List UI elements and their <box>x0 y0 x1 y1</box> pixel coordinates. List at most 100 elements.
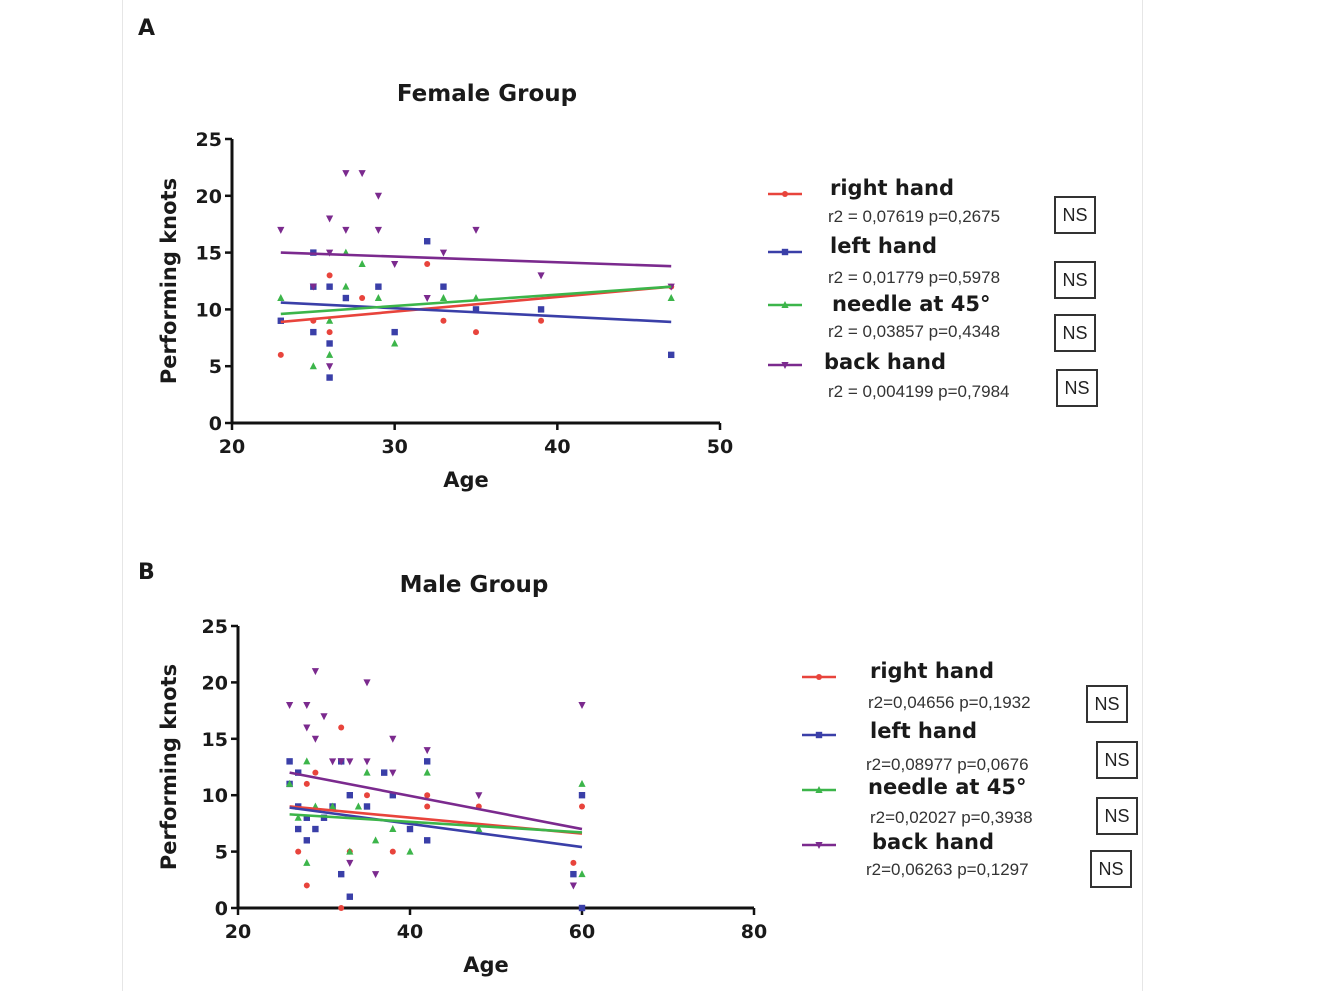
male-y-tick-label: 5 <box>215 842 228 864</box>
male-right_hand-point <box>338 905 344 911</box>
legend-b-back-hand-stat: r2=0,06263 p=0,1297 <box>866 860 1029 880</box>
male-left_hand-point <box>295 826 301 832</box>
male-back_hand-point <box>329 758 336 765</box>
male-needle_45-point <box>578 870 585 877</box>
male-needle_45-point <box>389 825 396 832</box>
legend-a-back-hand-stat: r2 = 0,004199 p=0,7984 <box>828 382 1010 402</box>
male-left_hand-point <box>570 871 576 877</box>
legend-a-left-hand-ns-badge: NS <box>1054 261 1096 299</box>
female-right_hand-point <box>473 329 479 335</box>
female-needle_45-point <box>359 260 366 267</box>
female-left_hand-point <box>424 238 430 244</box>
male-back_hand-point <box>475 792 482 799</box>
male-back_hand-point <box>303 725 310 732</box>
male-y-tick-label: 25 <box>202 616 228 638</box>
male-left_hand-point <box>304 837 310 843</box>
male-left_hand-point <box>338 871 344 877</box>
female-left_hand-point <box>310 329 316 335</box>
male-right_hand-point <box>304 882 310 888</box>
male-back_hand-point <box>578 702 585 709</box>
legend-b-back-hand-ns-badge: NS <box>1090 850 1132 888</box>
female-chart-title: Female Group <box>397 81 577 107</box>
legend-a-needle-ns-badge: NS <box>1054 314 1096 352</box>
male-back_hand-point <box>286 702 293 709</box>
male-y-axis-label: Performing knots <box>157 664 181 870</box>
male-back_hand-point <box>312 736 319 743</box>
male-legend-left_hand-swatch-marker <box>816 732 822 738</box>
female-right_hand-point <box>359 295 365 301</box>
male-right_hand-point <box>424 792 430 798</box>
male-y-tick-label: 20 <box>202 672 228 694</box>
legend-b-needle-label: needle at 45° <box>868 775 1026 799</box>
female-left_hand-point <box>440 283 446 289</box>
female-right_hand-point <box>424 261 430 267</box>
male-left_hand-point <box>286 758 292 764</box>
female-back_hand-point <box>424 295 431 302</box>
male-back_hand-point <box>389 770 396 777</box>
male-right_hand-point <box>338 725 344 731</box>
male-needle_45-point <box>424 769 431 776</box>
male-left_hand-point <box>347 894 353 900</box>
male-back_hand-point <box>346 860 353 867</box>
female-needle_45-point <box>440 294 447 301</box>
legend-b-needle-ns-badge: NS <box>1096 797 1138 835</box>
female-needle_45-point <box>375 294 382 301</box>
female-back_hand-point <box>375 227 382 234</box>
female-y-tick-label: 0 <box>209 413 222 435</box>
male-needle_45-point <box>578 780 585 787</box>
legend-b-right-hand-ns-badge: NS <box>1086 685 1128 723</box>
male-needle_45-point <box>303 859 310 866</box>
female-needle_45-point <box>391 339 398 346</box>
male-back_hand-point <box>303 702 310 709</box>
female-x-tick-label: 30 <box>381 436 407 458</box>
male-right_hand-point <box>364 792 370 798</box>
male-right_hand-point <box>295 849 301 855</box>
legend-b-right-hand-stat: r2=0,04656 p=0,1932 <box>868 693 1031 713</box>
male-back_hand-point <box>389 736 396 743</box>
male-needle_45-point <box>363 769 370 776</box>
female-x-axis-label: Age <box>443 468 489 492</box>
legend-a-right-hand-stat: r2 = 0,07619 p=0,2675 <box>828 207 1000 227</box>
male-left_hand-point <box>579 792 585 798</box>
legend-a-needle-label: needle at 45° <box>832 292 990 316</box>
male-chart-title: Male Group <box>400 572 549 598</box>
female-needle_45-point <box>668 294 675 301</box>
female-left_hand-point <box>391 329 397 335</box>
male-left_hand-point <box>364 803 370 809</box>
legend-a-left-hand-label: left hand <box>830 234 937 258</box>
male-left_hand-point <box>381 769 387 775</box>
female-right_hand-point <box>278 352 284 358</box>
legend-b-back-hand-label: back hand <box>872 830 994 854</box>
male-y-tick-label: 10 <box>202 785 228 807</box>
female-needle_45-point <box>342 283 349 290</box>
male-x-tick-label: 20 <box>225 921 251 943</box>
male-legend-right_hand-swatch-marker <box>816 674 822 680</box>
male-back_hand-point <box>424 747 431 754</box>
legend-a-right-hand-label: right hand <box>830 176 954 200</box>
male-back_hand-point <box>346 758 353 765</box>
female-right_hand-point <box>327 272 333 278</box>
female-back_hand-point <box>326 363 333 370</box>
male-back_hand-point <box>312 668 319 675</box>
female-needle_45-point <box>310 362 317 369</box>
legend-b-right-hand-label: right hand <box>870 659 994 683</box>
legend-b-needle-stat: r2=0,02027 p=0,3938 <box>870 808 1033 828</box>
male-right_hand-point <box>304 781 310 787</box>
male-needle_45-fit-line <box>290 814 582 832</box>
female-left_hand-point <box>375 283 381 289</box>
female-back_hand-point <box>342 170 349 177</box>
female-y-tick-label: 5 <box>209 356 222 378</box>
female-back_hand-point <box>472 227 479 234</box>
male-needle_45-point <box>355 802 362 809</box>
female-back_hand-point <box>342 227 349 234</box>
female-right_hand-point <box>538 318 544 324</box>
male-left_hand-point <box>579 905 585 911</box>
female-back_hand-point <box>375 193 382 200</box>
female-y-tick-label: 20 <box>196 186 222 208</box>
male-left_hand-point <box>347 792 353 798</box>
male-right_hand-point <box>390 849 396 855</box>
male-back_hand-point <box>372 871 379 878</box>
female-x-tick-label: 20 <box>219 436 245 458</box>
male-right_hand-point <box>312 770 318 776</box>
